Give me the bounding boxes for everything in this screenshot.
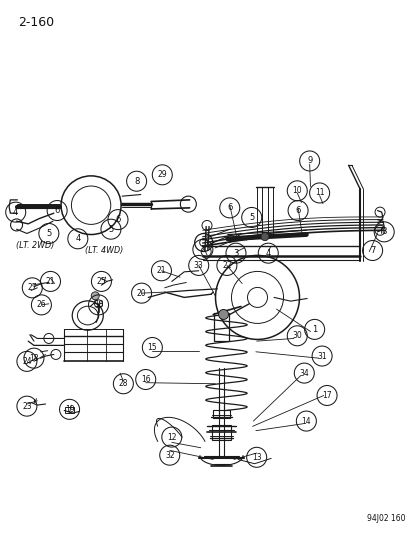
Text: (LT. 2WD): (LT. 2WD) bbox=[16, 241, 54, 249]
Text: 6: 6 bbox=[227, 204, 232, 212]
Text: 12: 12 bbox=[167, 433, 176, 441]
Bar bbox=[214, 313, 228, 341]
Text: 2-160: 2-160 bbox=[18, 16, 54, 29]
Text: 19: 19 bbox=[64, 405, 74, 414]
Text: 7: 7 bbox=[369, 246, 374, 255]
Text: 21: 21 bbox=[46, 277, 55, 286]
Text: 21: 21 bbox=[157, 266, 166, 275]
Text: 6: 6 bbox=[295, 206, 300, 215]
Text: 31: 31 bbox=[316, 352, 326, 360]
Text: 10: 10 bbox=[292, 187, 301, 195]
Text: 24: 24 bbox=[22, 357, 32, 366]
Text: 8: 8 bbox=[134, 177, 139, 185]
Text: 23: 23 bbox=[22, 402, 32, 410]
Text: 17: 17 bbox=[321, 391, 331, 400]
Circle shape bbox=[260, 232, 268, 241]
Text: 32: 32 bbox=[164, 451, 174, 459]
Circle shape bbox=[218, 310, 228, 319]
Text: 27: 27 bbox=[27, 284, 37, 292]
Text: 8: 8 bbox=[381, 228, 386, 236]
Text: 26: 26 bbox=[36, 301, 46, 309]
Text: 4: 4 bbox=[265, 249, 270, 257]
Text: 1: 1 bbox=[311, 325, 316, 334]
Circle shape bbox=[91, 292, 99, 300]
Text: 4: 4 bbox=[13, 208, 18, 216]
Text: 16: 16 bbox=[140, 375, 150, 384]
Text: 29: 29 bbox=[157, 171, 167, 179]
Text: 94J02 160: 94J02 160 bbox=[367, 514, 405, 523]
Text: 2: 2 bbox=[200, 245, 205, 254]
Bar bbox=[213, 410, 229, 418]
Text: 5: 5 bbox=[249, 213, 254, 222]
Text: 15: 15 bbox=[147, 343, 157, 352]
Text: 33: 33 bbox=[193, 261, 203, 270]
Text: 6: 6 bbox=[115, 215, 120, 224]
Text: 5: 5 bbox=[108, 225, 113, 233]
Text: 4: 4 bbox=[75, 235, 80, 243]
Text: 11: 11 bbox=[314, 189, 323, 197]
Text: 5: 5 bbox=[46, 229, 51, 238]
Text: 18: 18 bbox=[29, 354, 38, 362]
Bar bbox=[65, 407, 74, 413]
Text: 20: 20 bbox=[136, 289, 146, 297]
Text: (LT. 4WD): (LT. 4WD) bbox=[85, 246, 123, 255]
Text: 30: 30 bbox=[292, 332, 301, 340]
Text: 25: 25 bbox=[96, 277, 106, 286]
Text: 14: 14 bbox=[301, 417, 311, 425]
Text: 28: 28 bbox=[119, 379, 128, 388]
Text: 9: 9 bbox=[306, 157, 311, 165]
Text: 34: 34 bbox=[299, 369, 309, 377]
Bar bbox=[212, 425, 230, 440]
Text: 13: 13 bbox=[251, 453, 261, 462]
Text: 6: 6 bbox=[55, 206, 59, 215]
Text: 3: 3 bbox=[233, 249, 238, 257]
Text: 22: 22 bbox=[222, 261, 231, 270]
Text: 18: 18 bbox=[94, 301, 103, 309]
